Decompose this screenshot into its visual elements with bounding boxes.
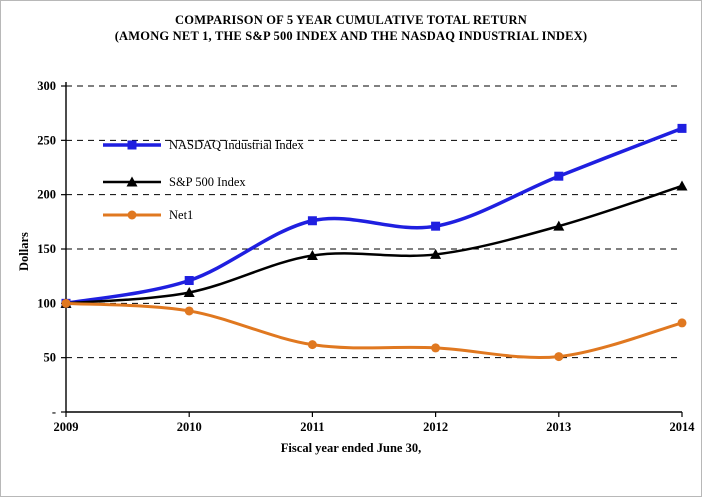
series-marker-nasdaq-industrial-index [431,221,441,231]
x-tick-label: 2010 [177,420,202,434]
series-marker-net1 [554,352,564,362]
legend-label: Net1 [169,208,193,222]
series-marker-nasdaq-industrial-index [554,171,564,181]
legend-marker [127,140,137,150]
legend-marker [126,176,138,187]
series-marker-net1 [184,306,194,316]
series-marker-net1 [431,343,441,353]
y-tick-label: - [52,405,56,419]
chart-subtitle: (AMONG NET 1, THE S&P 500 INDEX AND THE … [114,29,588,43]
x-tick-label: 2011 [300,420,324,434]
y-tick-label: 100 [37,296,56,310]
series-line-net1 [64,301,684,360]
y-tick-label: 200 [37,188,56,202]
legend-label: NASDAQ Industrial Index [169,138,304,152]
series-marker-s-p-500-index [430,248,442,259]
series-marker-s-p-500-index [676,180,688,191]
x-tick-label: 2009 [54,420,79,434]
y-tick-label: 250 [37,133,56,147]
y-tick-label: 150 [37,242,56,256]
legend-marker [127,210,137,220]
x-tick-label: 2014 [670,420,696,434]
legend-label: S&P 500 Index [169,175,246,189]
series-marker-nasdaq-industrial-index [184,276,194,286]
series-marker-net1 [307,340,317,350]
series-marker-s-p-500-index [183,286,195,297]
x-tick-label: 2012 [423,420,448,434]
series-marker-net1 [677,318,687,328]
series-marker-net1 [61,298,71,308]
series-marker-nasdaq-industrial-index [677,123,687,133]
series-line-s-p-500-index [64,184,684,305]
series-marker-nasdaq-industrial-index [307,216,317,226]
x-tick-label: 2013 [546,420,571,434]
series-marker-s-p-500-index [553,220,565,231]
series-line-nasdaq-industrial-index [64,126,684,306]
series-marker-s-p-500-index [306,250,318,261]
y-tick-label: 300 [37,79,56,93]
y-tick-label: 50 [44,351,57,365]
chart-title: COMPARISON OF 5 YEAR CUMULATIVE TOTAL RE… [175,13,527,27]
x-axis-label: Fiscal year ended June 30, [280,441,422,455]
